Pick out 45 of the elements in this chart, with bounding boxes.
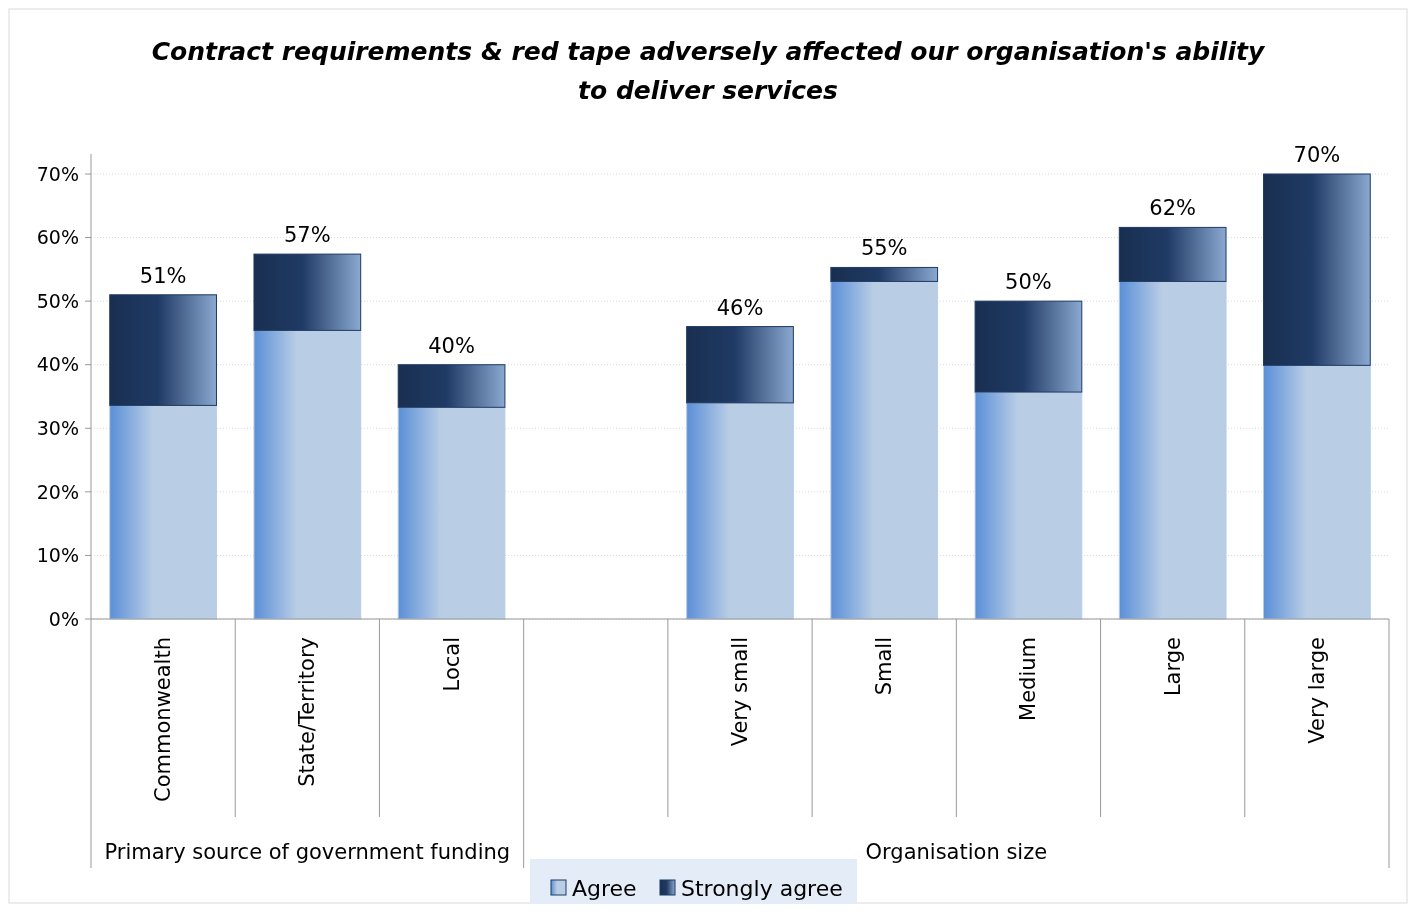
total-label: 40%	[428, 333, 475, 358]
text: Organisation size	[865, 840, 1048, 864]
legend-label: Agree	[572, 875, 637, 901]
bar	[253, 329, 362, 620]
y-tick-label: 40%	[36, 353, 79, 376]
bar	[1118, 226, 1227, 282]
legend-label: Strongly agree	[681, 875, 843, 901]
y-tick-label: 50%	[36, 289, 79, 312]
x-tick-label: Very large	[1304, 637, 1329, 744]
x-tick-label: Small	[872, 637, 897, 696]
y-tick-label: 30%	[36, 416, 79, 439]
bar	[109, 294, 217, 406]
total-label: 70%	[1293, 143, 1341, 167]
bar	[686, 326, 794, 404]
x-tick-label: Very small	[728, 637, 752, 747]
total-label: 57%	[283, 223, 331, 248]
bar	[830, 266, 939, 282]
bar	[974, 391, 1083, 620]
bar	[974, 300, 1083, 393]
y-tick-label: 60%	[36, 226, 79, 249]
chart-title: Contract requirements & red tape adversely affected our organisation's ability to deliver services	[151, 37, 1266, 105]
x-tick-label: State/Territory	[295, 637, 320, 787]
bar	[397, 406, 506, 620]
bar	[1118, 280, 1227, 620]
x-tick-label: Large	[1160, 637, 1185, 697]
bar	[1263, 364, 1371, 620]
bar	[109, 404, 217, 620]
total-label: 55%	[860, 236, 908, 261]
x-tick-label: Medium	[1016, 637, 1041, 721]
bar	[830, 280, 939, 620]
y-tick-label: 0%	[48, 607, 79, 630]
x-tick-label: Commonwealth	[151, 637, 176, 802]
y-tick-label: 10%	[36, 544, 79, 567]
bar	[397, 364, 506, 408]
total-label: 50%	[1005, 270, 1052, 295]
x-tick-label: Local	[439, 637, 464, 692]
bar	[253, 253, 362, 331]
text: Primary source of government funding	[104, 840, 511, 864]
total-label: 46%	[716, 295, 764, 320]
y-tick-label: 20%	[36, 480, 79, 503]
y-tick-label: 70%	[36, 162, 79, 185]
total-label: 51%	[139, 263, 187, 288]
total-label: 62%	[1149, 196, 1197, 221]
bar	[1263, 173, 1371, 366]
bar	[686, 402, 794, 620]
